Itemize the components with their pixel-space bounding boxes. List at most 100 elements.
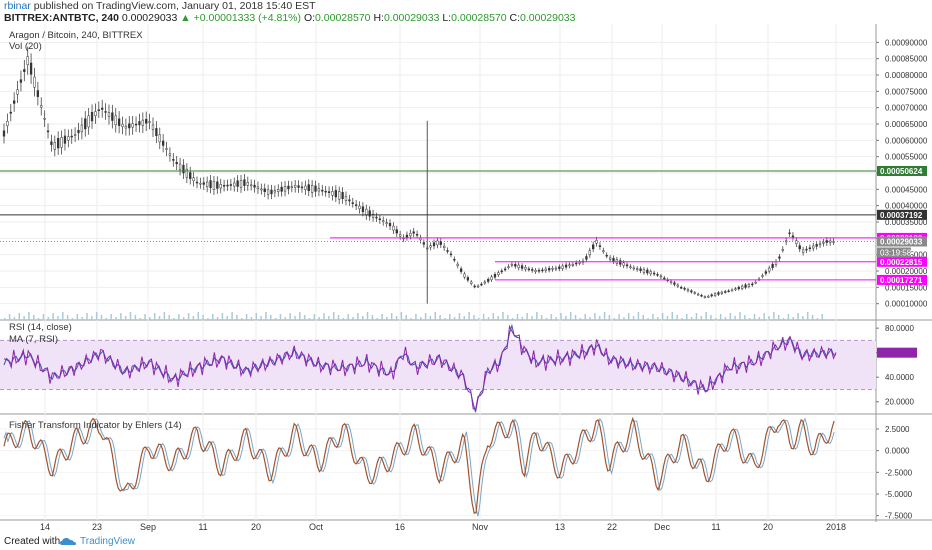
rsi-pane[interactable] [0, 323, 876, 413]
rsi-y-tick-label: 40.0000 [885, 373, 914, 382]
candle-body [310, 185, 314, 193]
candle-body [73, 134, 77, 136]
volume-bar [613, 318, 615, 320]
level-tag [877, 236, 927, 247]
volume-bar [37, 318, 40, 320]
volume-bar [608, 315, 611, 320]
candle-body [812, 245, 815, 249]
volume-bar [434, 312, 437, 320]
symbol-label[interactable]: BITTREX:ANTBTC, 240 [4, 12, 119, 24]
x-tick-label: 2018 [826, 522, 846, 532]
candle-body [605, 254, 608, 257]
volume-bar [129, 312, 132, 320]
candle-body [63, 135, 67, 144]
volume-bar [555, 317, 557, 320]
volume-bar [487, 317, 490, 320]
volume-bar [323, 313, 325, 320]
tradingview-brand[interactable]: TradingView [80, 536, 136, 547]
y-tick-label: 0.00045000 [885, 185, 928, 194]
candle-body [53, 142, 56, 150]
candle-body [206, 181, 209, 187]
x-tick-label: 23 [92, 522, 102, 532]
candle-body [226, 184, 229, 187]
price-pane[interactable] [0, 46, 876, 320]
volume-bar [381, 314, 383, 320]
x-tick-label: Oct [309, 522, 324, 532]
candle-body [480, 283, 483, 286]
volume-bar [758, 317, 761, 320]
chart-canvas[interactable]: 14 23 Sep 11 20 Oct 16 Nov 13 22 Dec 11 20 2018 0.0009… [0, 24, 932, 534]
candle-body [26, 56, 29, 65]
candle-body [446, 250, 449, 252]
volume-bar [245, 314, 248, 320]
candle-body [503, 268, 507, 271]
candle-body [466, 277, 470, 281]
volume-bar [618, 314, 620, 320]
volume-bar [28, 312, 30, 320]
volume-bar [318, 317, 320, 320]
candle-body [287, 185, 290, 190]
candle-body [795, 240, 798, 244]
candle-body [151, 124, 155, 130]
volume-bar [260, 316, 262, 320]
volume-bar [168, 315, 170, 320]
candle-body [358, 205, 361, 210]
candle-body [239, 180, 243, 188]
volume-bar [390, 313, 393, 320]
candle-body [392, 225, 395, 231]
volume-bar [366, 312, 369, 320]
candle-body [121, 123, 124, 127]
candle-body [825, 240, 828, 243]
volume-bar [361, 316, 364, 320]
low-value: 0.00028570 [451, 12, 507, 24]
candle-body [405, 234, 409, 238]
candle-body [476, 285, 480, 288]
volume-bar [710, 315, 712, 320]
candle-body [439, 241, 442, 245]
candle-body [172, 159, 175, 161]
candle-body [341, 191, 344, 200]
volume-bar [308, 318, 311, 320]
volume-bar [284, 317, 287, 320]
tradingview-cloud-icon [60, 538, 76, 545]
candle-body [818, 243, 822, 246]
volume-bar [8, 314, 11, 320]
author-link[interactable]: rbinar [4, 0, 31, 12]
candle-body [361, 206, 365, 213]
candle-body [50, 141, 53, 145]
candle-body [192, 177, 195, 182]
fisher-y-tick-label: 2.5000 [885, 425, 910, 434]
candle-body [212, 181, 216, 190]
high-value: 0.00029033 [383, 12, 440, 24]
volume-bar [550, 314, 553, 320]
fisher-title: Fisher Transform Indicator by Ehlers (14… [9, 420, 182, 431]
volume-bar [202, 315, 204, 320]
candle-body [124, 125, 128, 129]
candle-body [128, 123, 131, 129]
candle-body [619, 260, 622, 265]
volume-bar [415, 314, 417, 320]
candle-body [375, 216, 378, 219]
fisher-trigger-line [3, 417, 835, 517]
fisher-pane[interactable] [3, 416, 835, 517]
candle-body [114, 115, 117, 126]
candle-body [145, 119, 148, 124]
candle-body [33, 76, 36, 88]
main-title: Aragon / Bitcoin, 240, BITTREX [9, 30, 143, 41]
candle-body [463, 273, 466, 278]
volume-bar [66, 315, 69, 320]
y-tick-label: 0.00010000 [885, 300, 928, 309]
candle-body [768, 267, 771, 272]
volume-bar [115, 317, 117, 320]
candle-body [185, 168, 188, 178]
candle-body [598, 245, 602, 247]
candle-body [646, 269, 649, 274]
candle-body [111, 112, 114, 121]
candle-body [724, 291, 727, 293]
candle-body [409, 233, 412, 237]
volume-bar [637, 312, 640, 320]
volume-bar [642, 315, 645, 320]
volume-bar [255, 313, 258, 320]
volume-bar [690, 317, 693, 320]
volume-bar [753, 314, 756, 320]
